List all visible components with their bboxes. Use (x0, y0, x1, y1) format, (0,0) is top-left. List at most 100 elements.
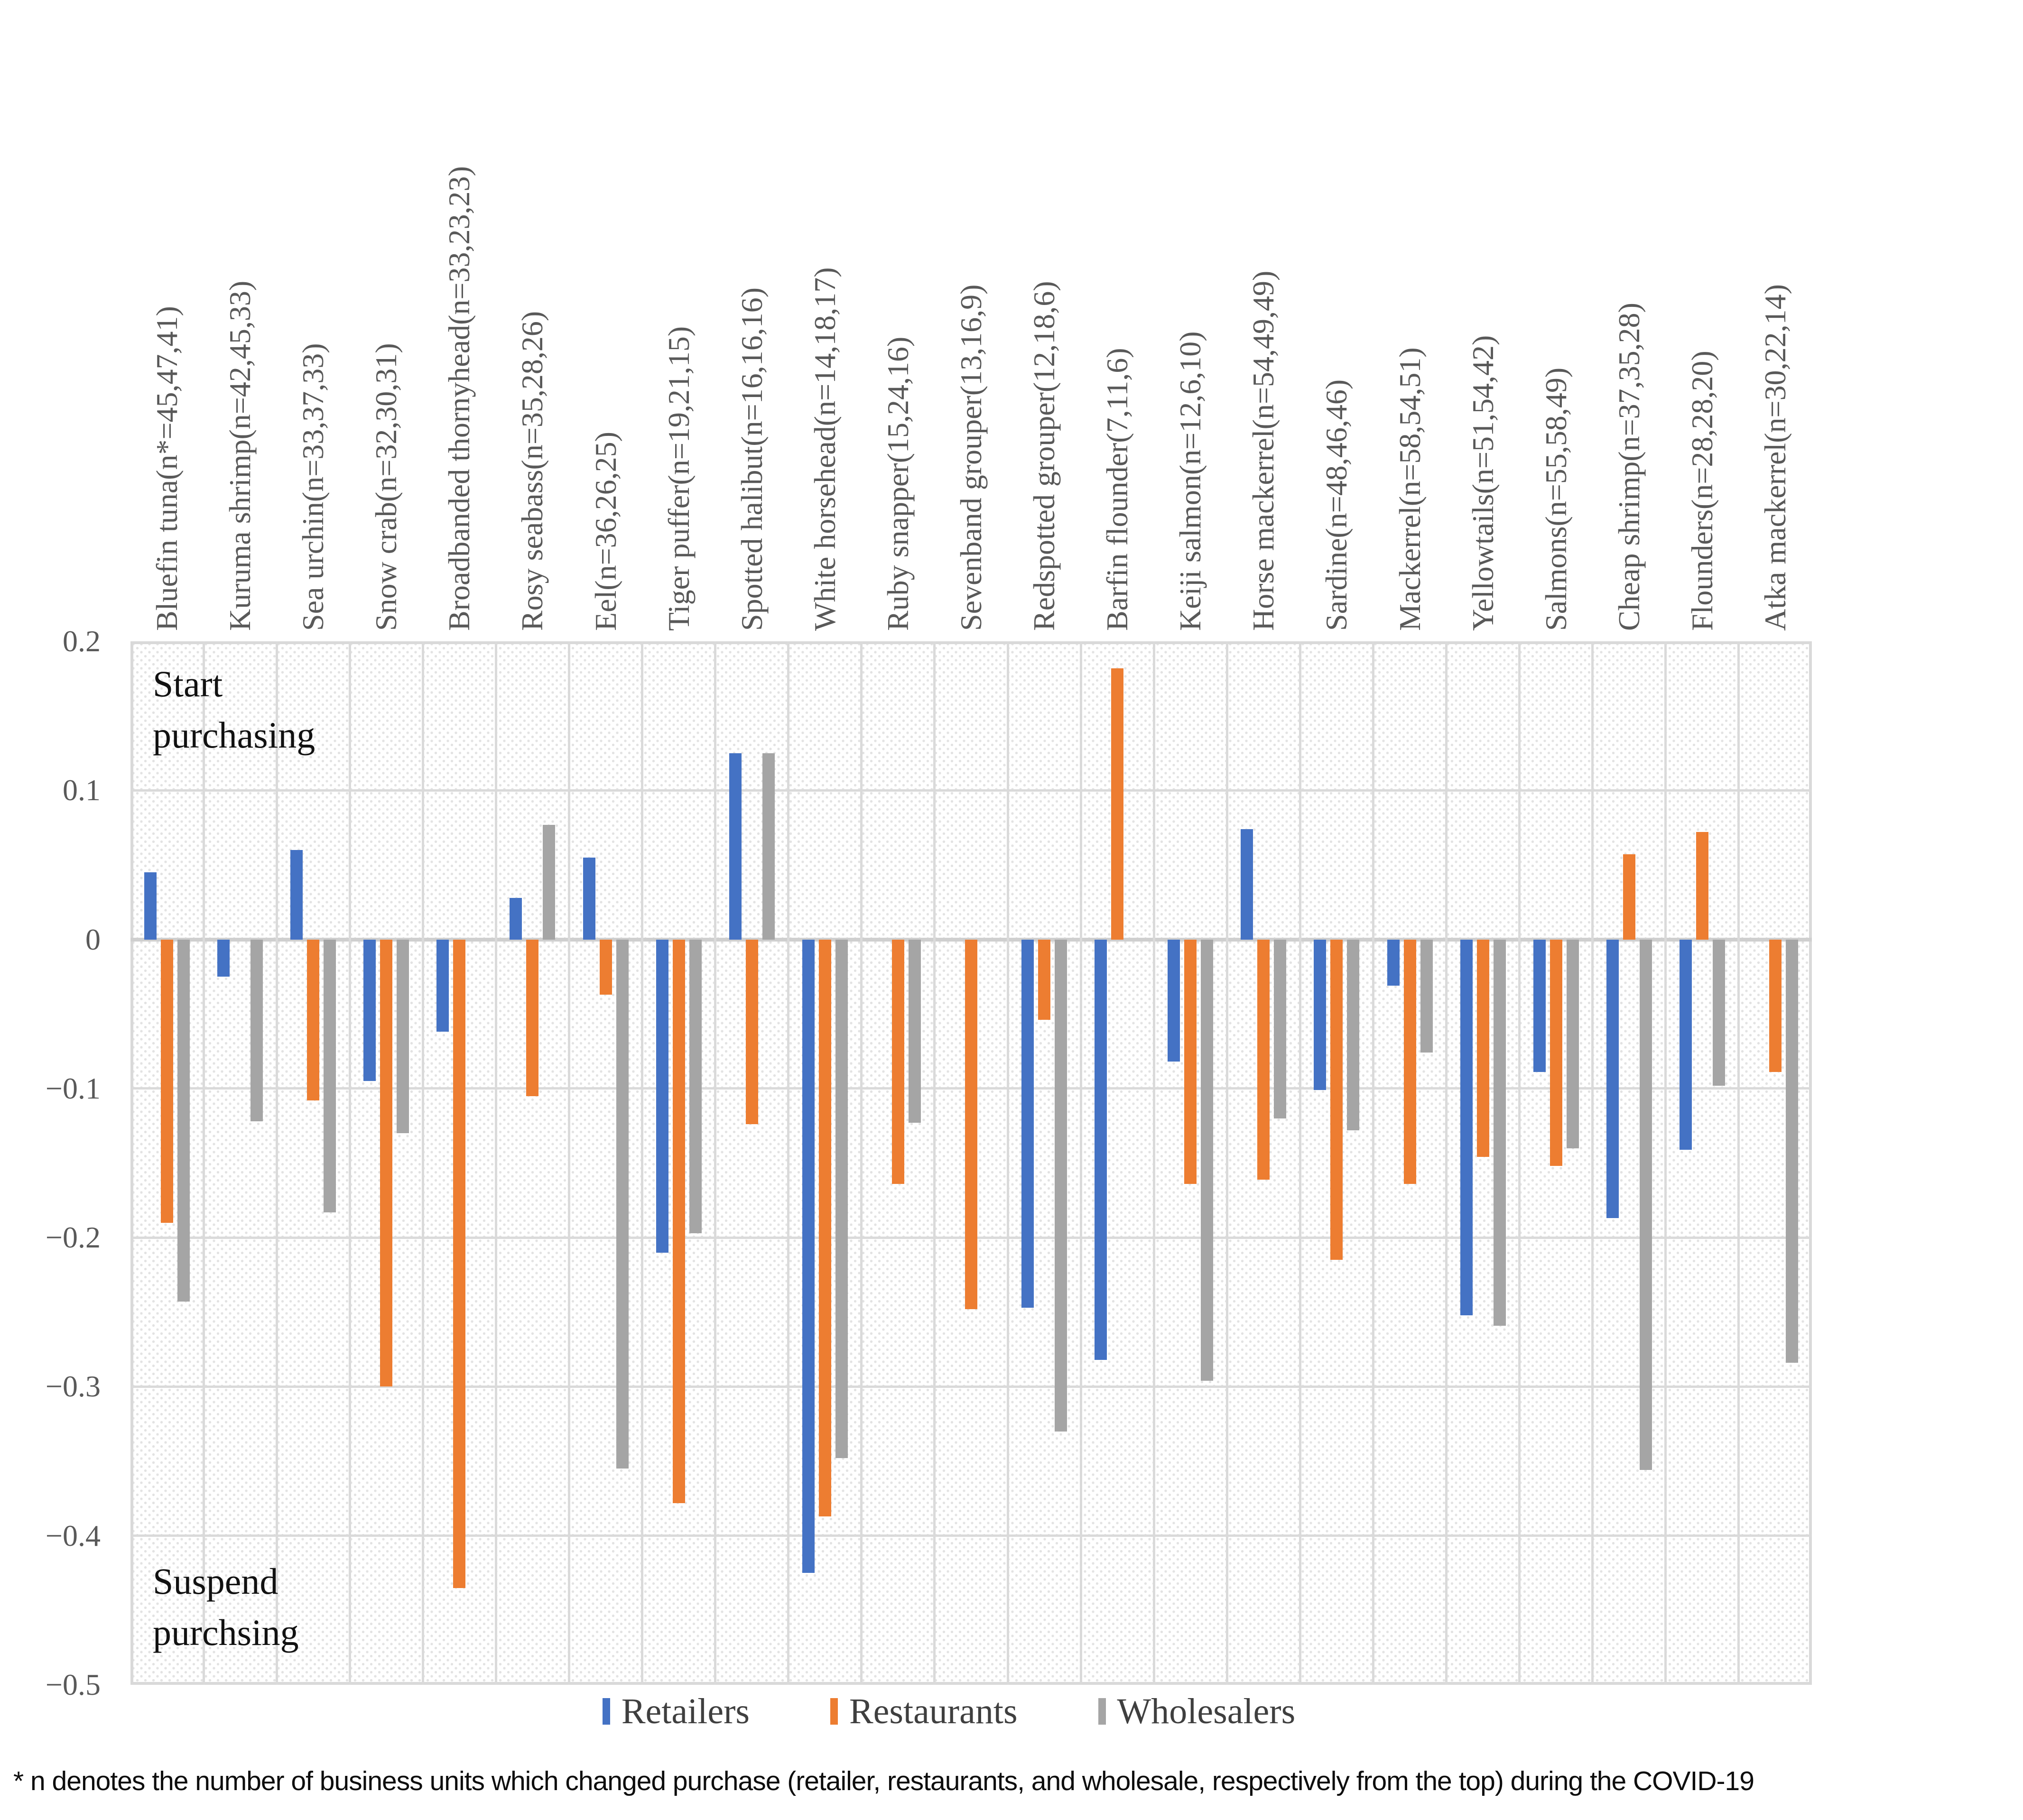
category-label: Ruby snapper(15,24,16) (881, 336, 915, 631)
bar-wholesalers (1347, 939, 1360, 1130)
bar-wholesalers (1493, 939, 1506, 1326)
bar-restaurants (1038, 939, 1051, 1020)
bar-retailers (436, 939, 449, 1032)
category-label: White horsehead(n=14,18,17) (807, 267, 842, 631)
gridline-vertical (714, 641, 717, 1685)
bar-restaurants (1769, 939, 1782, 1072)
bar-restaurants (1330, 939, 1343, 1260)
category-label: Yellowtails(n=51,54,42) (1466, 335, 1500, 631)
bar-wholesalers (689, 939, 702, 1233)
y-axis-tick-label: −0.1 (45, 1071, 101, 1105)
gridline-vertical (202, 641, 205, 1685)
y-axis-tick-label: 0.2 (63, 624, 101, 658)
category-label: Rosy seabass(n=35,28,26) (515, 311, 549, 631)
gridline-vertical (787, 641, 790, 1685)
annotation-start-purchasing: Start purchasing (153, 663, 316, 756)
bar-wholesalers (251, 939, 263, 1121)
y-axis-tick-label: −0.5 (45, 1668, 101, 1701)
y-axis-tick-label: −0.4 (45, 1518, 101, 1552)
bar-retailers (1679, 939, 1692, 1150)
gridline-horizontal (130, 1534, 1812, 1537)
bar-restaurants (891, 939, 904, 1184)
bar-wholesalers (177, 939, 190, 1302)
gridline-vertical (1737, 641, 1740, 1685)
category-label: Kuruma shrimp(n=42,45,33) (223, 280, 257, 631)
gridline-vertical (275, 641, 278, 1685)
legend-item: Wholesalers (1098, 1691, 1296, 1732)
bar-restaurants (1111, 668, 1124, 940)
category-label: Barfin flounder(7,11,6) (1100, 348, 1134, 631)
bar-wholesalers (762, 753, 775, 940)
bar-wholesalers (1420, 939, 1433, 1053)
y-axis-tick-label: −0.3 (45, 1369, 101, 1404)
gridline-vertical (1664, 641, 1667, 1685)
category-label: Salmons(n=55,58,49) (1539, 367, 1573, 631)
bar-retailers (583, 857, 595, 940)
legend: Retailers Restaurants Wholesalers (0, 1691, 1898, 1732)
category-label: Cheap shrimp(n=37,35,28) (1612, 303, 1646, 631)
footnote: * n denotes the number of business units… (13, 1766, 1754, 1796)
category-label: Sea urchin(n=33,37,33) (296, 343, 330, 631)
bar-wholesalers (1201, 939, 1214, 1381)
gridline-vertical (860, 641, 863, 1685)
bar-wholesalers (1712, 939, 1725, 1086)
bar-wholesalers (324, 939, 336, 1212)
bar-retailers (1314, 939, 1327, 1090)
gridline-vertical (421, 641, 424, 1685)
category-label: Redspotted grouper(12,18,6) (1027, 281, 1061, 631)
bar-retailers (1387, 939, 1400, 986)
bar-wholesalers (616, 939, 629, 1469)
bar-restaurants (1184, 939, 1197, 1184)
gridline-vertical (1518, 641, 1521, 1685)
bar-wholesalers (1566, 939, 1579, 1148)
bar-restaurants (307, 939, 320, 1100)
bar-retailers (1533, 939, 1546, 1072)
bar-wholesalers (1785, 939, 1798, 1363)
bar-restaurants (1403, 939, 1416, 1184)
bar-restaurants (1623, 854, 1635, 940)
category-label: Eel(n=36,26,25) (588, 432, 622, 631)
gridline-vertical (1445, 641, 1448, 1685)
gridline-vertical (348, 641, 351, 1685)
category-label: Keiji salmon(n=12,6,10) (1173, 331, 1207, 631)
legend-swatch-wholesalers (1098, 1698, 1106, 1725)
bar-wholesalers (397, 939, 409, 1134)
annotation-suspend-purchasing: Suspend purchsing (153, 1561, 299, 1653)
bar-retailers (729, 753, 742, 940)
category-label: Sardine(n=48,46,46) (1319, 379, 1354, 631)
bar-restaurants (672, 939, 685, 1503)
bar-retailers (1241, 829, 1253, 940)
legend-item: Restaurants (830, 1691, 1018, 1732)
bar-restaurants (526, 939, 539, 1096)
bar-retailers (290, 850, 303, 940)
legend-label: Retailers (621, 1691, 750, 1731)
bar-retailers (217, 939, 230, 977)
y-axis-tick-label: 0 (85, 922, 101, 956)
category-label: Tiger puffer(n=19,21,15) (661, 326, 696, 631)
bar-retailers (1021, 939, 1034, 1308)
bar-restaurants (745, 939, 758, 1125)
bar-restaurants (1257, 939, 1270, 1180)
legend-label: Wholesalers (1117, 1691, 1296, 1731)
gridline-vertical (494, 641, 497, 1685)
bar-retailers (363, 939, 376, 1081)
bar-restaurants (453, 939, 466, 1588)
bar-wholesalers (1274, 939, 1287, 1118)
category-label: Sevenband grouper(13,16,9) (954, 284, 988, 631)
bar-wholesalers (1639, 939, 1652, 1470)
bar-retailers (656, 939, 668, 1253)
gridline-vertical (568, 641, 571, 1685)
bar-restaurants (1476, 939, 1489, 1157)
bar-wholesalers (1055, 939, 1067, 1432)
category-label: Spotted halibut(n=16,16,16) (734, 287, 769, 631)
bar-restaurants (965, 939, 977, 1309)
gridline-horizontal (130, 789, 1812, 792)
bar-wholesalers (908, 939, 921, 1123)
bar-retailers (1606, 939, 1619, 1219)
category-label: Broadbanded thornyhead(n=33,23,23) (442, 166, 476, 631)
category-label: Flounders(n=28,28,20) (1685, 351, 1719, 631)
gridline-vertical (1006, 641, 1009, 1685)
bar-restaurants (1550, 939, 1562, 1166)
gridline-vertical (1591, 641, 1594, 1685)
gridline-vertical (1079, 641, 1082, 1685)
